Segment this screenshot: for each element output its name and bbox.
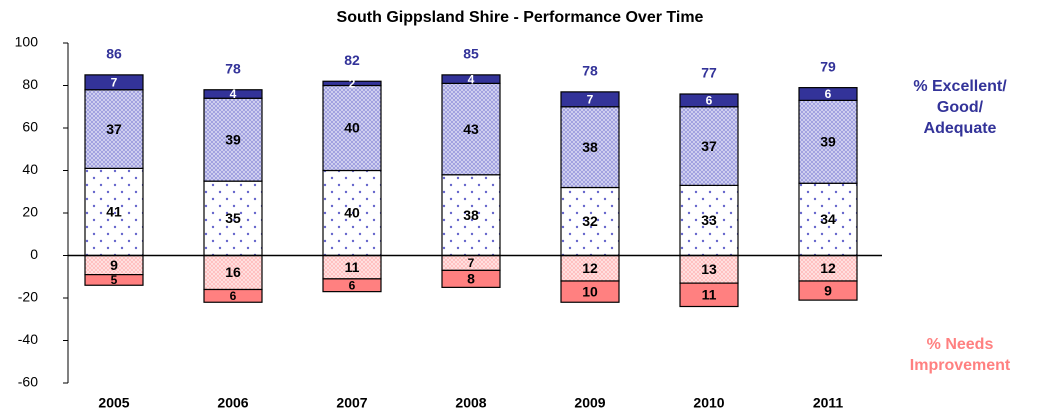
- side-annotation: % Needs: [927, 336, 994, 353]
- bar-segment: [322, 80, 382, 87]
- x-tick-label: 2007: [336, 395, 367, 411]
- bar-segment: [679, 254, 739, 284]
- data-label: 38: [463, 207, 479, 223]
- data-label: 4: [230, 87, 237, 101]
- bar-segment: [798, 182, 858, 257]
- data-label: 16: [225, 264, 241, 280]
- data-label: 40: [344, 120, 360, 136]
- data-label: 7: [111, 75, 118, 89]
- data-label: 6: [349, 278, 356, 292]
- y-tick-label: 0: [30, 246, 38, 262]
- y-tick-label: 60: [22, 119, 38, 135]
- bar-segment: [560, 106, 620, 189]
- bar-segment: [679, 282, 739, 308]
- bar-segment: [441, 269, 501, 288]
- bar-segment: [441, 82, 501, 176]
- side-annotation: Adequate: [924, 120, 997, 137]
- bar-segment: [679, 93, 739, 108]
- y-tick-label: -60: [18, 374, 38, 390]
- side-annotation: Good/: [937, 99, 984, 116]
- bar-segment: [798, 280, 858, 301]
- y-tick-label: -40: [18, 331, 38, 347]
- data-label: 2: [349, 77, 356, 91]
- bar-segment: [84, 89, 144, 169]
- bar-segment: [322, 169, 382, 257]
- bar-segment: [84, 74, 144, 91]
- chart-title: South Gippsland Shire - Performance Over…: [337, 9, 704, 26]
- x-tick-label: 2006: [217, 395, 248, 411]
- bar-segment: [679, 106, 739, 186]
- total-label: 79: [820, 58, 836, 74]
- data-label: 43: [463, 121, 479, 137]
- side-annotation: Improvement: [910, 357, 1011, 374]
- bar-segment: [203, 97, 263, 182]
- data-label: 10: [582, 283, 598, 299]
- total-label: 86: [106, 46, 122, 62]
- data-label: 41: [106, 204, 122, 220]
- data-label: 12: [820, 260, 836, 276]
- side-annotation: % Excellent/: [913, 78, 1007, 95]
- data-label: 32: [582, 213, 598, 229]
- bar-segment: [798, 87, 858, 101]
- data-label: 39: [820, 134, 836, 150]
- y-tick-label: 80: [22, 76, 38, 92]
- data-label: 34: [820, 211, 836, 227]
- bar-segment: [203, 89, 263, 99]
- bar-segment: [679, 184, 739, 257]
- bar-segment: [560, 91, 620, 108]
- data-label: 37: [106, 121, 122, 137]
- data-label: 6: [825, 87, 832, 101]
- data-label: 38: [582, 139, 598, 155]
- x-tick-label: 2010: [693, 395, 724, 411]
- y-tick-label: -20: [18, 289, 38, 305]
- bar-segment: [84, 274, 144, 286]
- total-label: 82: [344, 52, 360, 68]
- total-label: 77: [701, 65, 717, 81]
- total-label: 78: [225, 60, 241, 76]
- total-label: 78: [582, 63, 598, 79]
- bar-segment: [560, 186, 620, 257]
- total-label: 85: [463, 46, 479, 62]
- x-tick-label: 2008: [455, 395, 486, 411]
- bar-segment: [441, 74, 501, 84]
- x-tick-label: 2011: [813, 395, 844, 411]
- data-label: 40: [344, 205, 360, 221]
- y-tick-label: 100: [15, 34, 39, 50]
- x-tick-label: 2009: [574, 395, 605, 411]
- data-label: 7: [468, 256, 475, 270]
- y-tick-label: 20: [22, 204, 38, 220]
- data-label: 9: [110, 257, 118, 273]
- bar-segment: [203, 288, 263, 303]
- x-tick-label: 2005: [98, 395, 129, 411]
- data-label: 35: [225, 210, 241, 226]
- bar-segment: [322, 278, 382, 293]
- bar-segment: [560, 280, 620, 303]
- data-label: 13: [701, 261, 717, 277]
- data-label: 33: [701, 212, 717, 228]
- data-label: 11: [702, 287, 717, 303]
- data-label: 6: [706, 94, 713, 108]
- data-label: 9: [824, 282, 832, 298]
- data-label: 4: [468, 72, 475, 86]
- data-label: 12: [582, 260, 598, 276]
- bar-segment: [798, 99, 858, 184]
- data-label: 8: [467, 271, 475, 287]
- data-label: 39: [225, 131, 241, 147]
- data-label: 37: [701, 138, 717, 154]
- data-label: 5: [111, 273, 118, 287]
- data-label: 11: [345, 259, 360, 275]
- data-label: 6: [230, 289, 237, 303]
- y-tick-label: 40: [22, 161, 38, 177]
- data-label: 7: [587, 92, 594, 106]
- bar-segment: [798, 254, 858, 282]
